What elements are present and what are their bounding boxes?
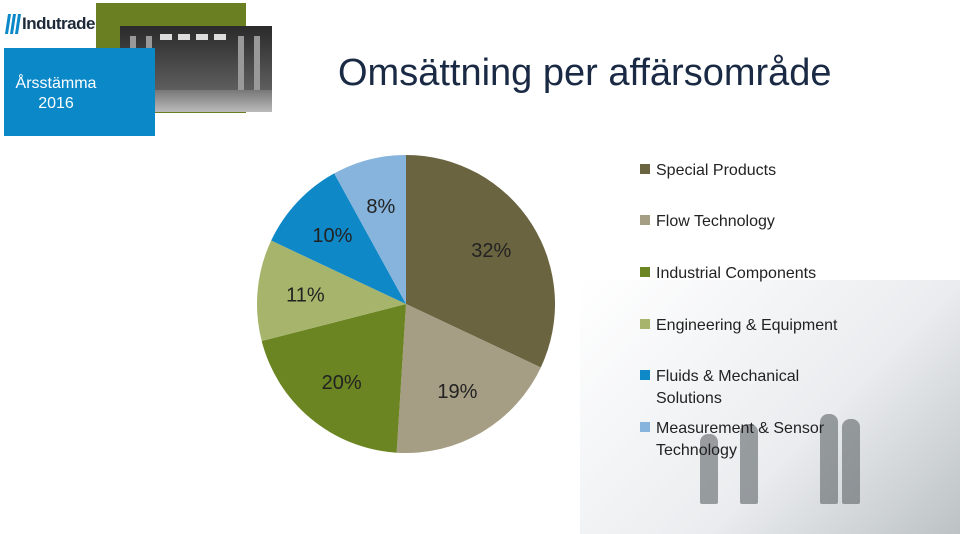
pie-chart: 32% 19% 20% 11% 10% 8% <box>257 155 555 454</box>
event-year: 2016 <box>38 95 74 112</box>
background-figure <box>740 424 758 504</box>
logo-text: Indutrade <box>22 14 95 33</box>
pie-data-label: 8% <box>366 196 395 218</box>
legend-label: Special Products <box>656 162 777 179</box>
pie-slice-fluids-mechanical-solutions <box>271 173 406 304</box>
event-badge: Årsstämma 2016 <box>4 48 155 136</box>
pie-data-label: 32% <box>471 240 511 262</box>
background-figure <box>842 419 860 504</box>
page-title: Omsättning per affärsområde <box>338 52 832 94</box>
pie-slice-flow-technology <box>396 304 541 454</box>
legend-label: Fluids & Mechanical Solutions <box>656 368 800 407</box>
pie-slice-measurement-sensor-technology <box>334 155 406 304</box>
event-name: Årsstämma <box>15 75 97 92</box>
background-figure <box>700 434 718 504</box>
legend-swatch <box>640 164 650 174</box>
pie-data-label: 20% <box>322 372 362 394</box>
logo-mark-icon <box>5 14 21 34</box>
legend-label: Measurement & Sensor Technology <box>656 420 825 459</box>
legend-label: Flow Technology <box>656 213 775 230</box>
legend-swatch <box>640 370 650 380</box>
pie-data-label: 10% <box>312 225 352 247</box>
logo: Indutrade <box>0 0 96 48</box>
pie-data-label: 11% <box>286 284 325 306</box>
legend-swatch <box>640 319 650 329</box>
legend-label: Engineering & Equipment <box>656 317 838 334</box>
legend-swatch <box>640 422 650 432</box>
legend-swatch <box>640 267 650 277</box>
pie-slice-special-products <box>406 155 555 368</box>
pie-slice-engineering-equipment <box>257 240 406 342</box>
background-figure <box>820 414 838 504</box>
pie-slice-industrial-components <box>261 304 406 453</box>
legend-swatch <box>640 215 650 225</box>
pie-data-label: 19% <box>437 381 477 403</box>
legend-label: Industrial Components <box>656 265 817 282</box>
